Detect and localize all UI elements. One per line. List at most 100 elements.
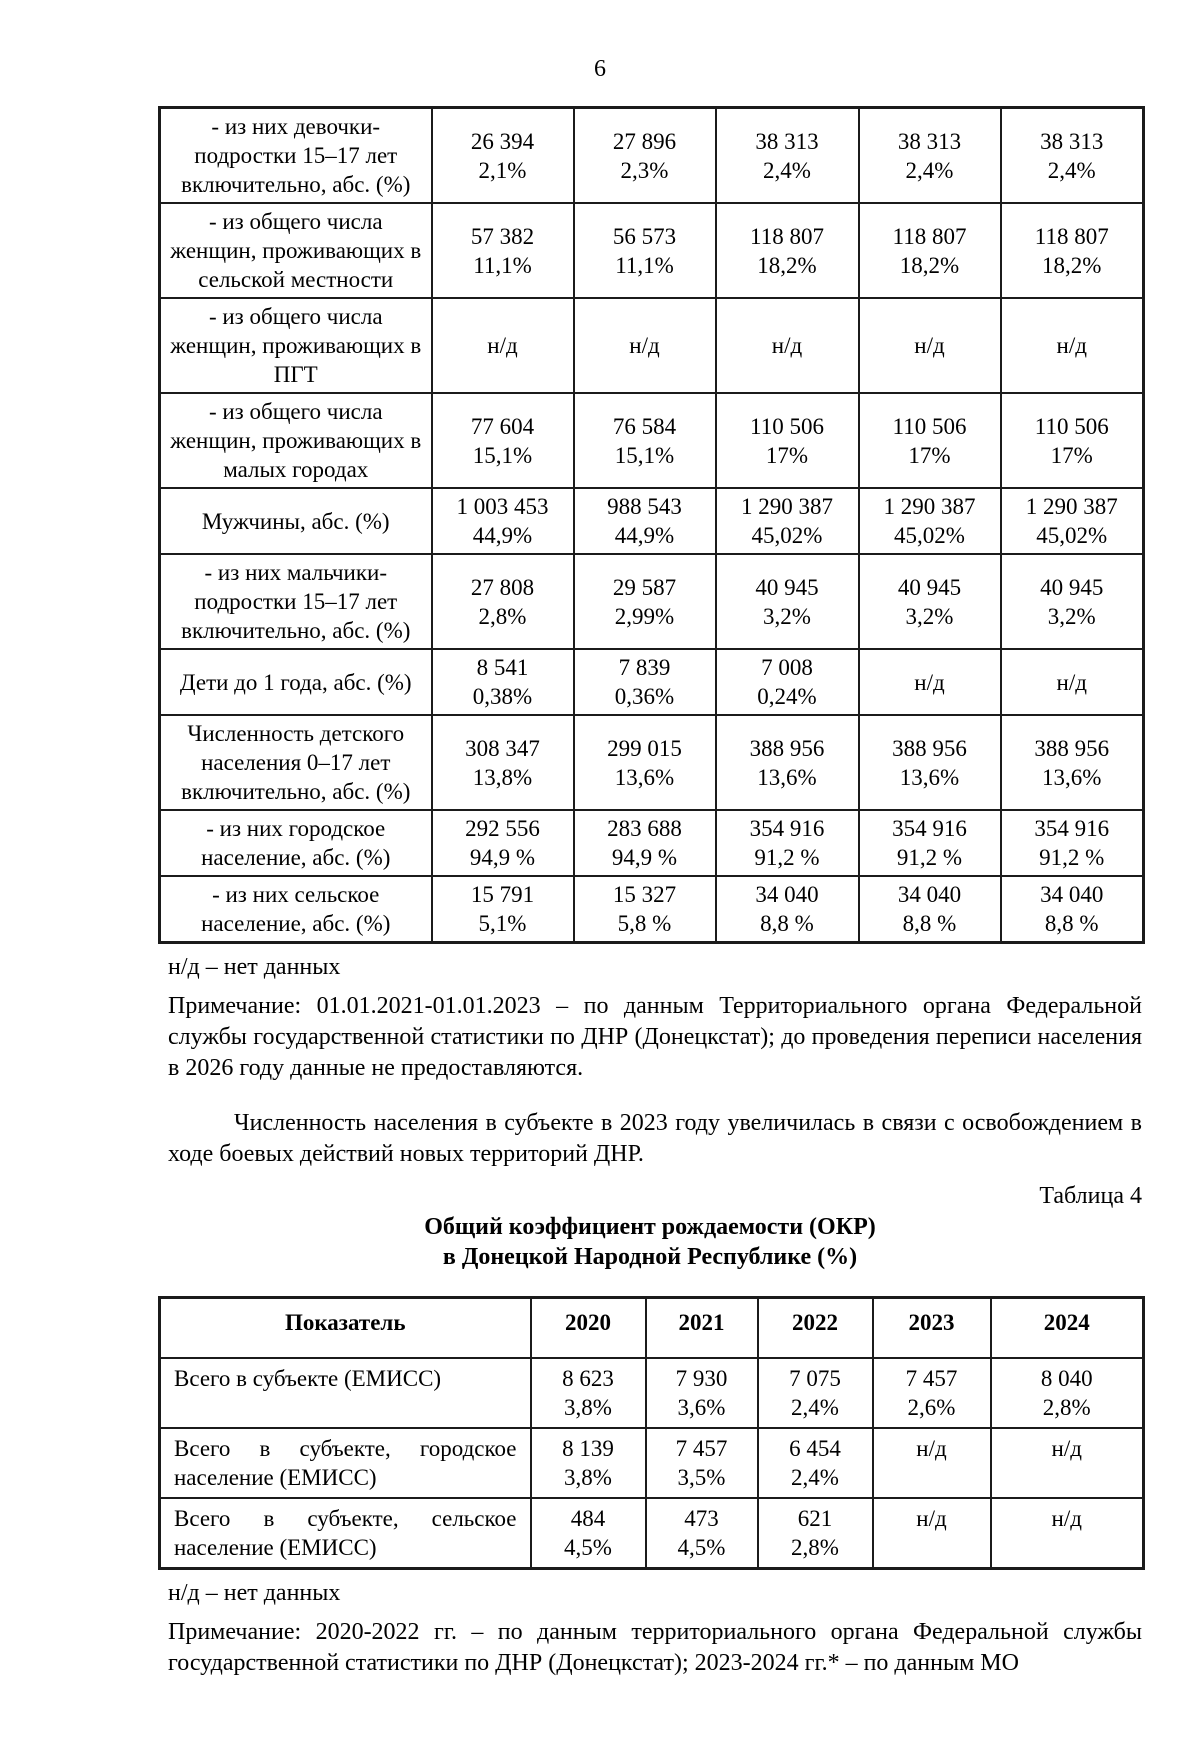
data-cell: 473 4,5% [644,1497,759,1570]
data-cell: 354 916 91,2 % [999,809,1145,877]
body-paragraph: Численность населения в субъекте в 2023 … [168,1110,1142,1167]
data-cell: 34 040 8,8 % [714,875,860,944]
data-cell: н/д [989,1427,1145,1499]
data-cell: 354 916 91,2 % [714,809,860,877]
table-row: - из них сельское население, абс. (%) 15 … [158,875,1145,944]
data-cell: 29 587 2,99% [572,553,717,650]
data-cell: 299 015 13,6% [572,714,717,811]
data-cell: 8 139 3,8% [529,1427,647,1499]
data-cell: н/д [999,648,1145,716]
data-cell: 40 945 3,2% [714,553,860,650]
table-row: Всего в субъекте (ЕМИСС) 8 623 3,8% 7 930 … [158,1357,1145,1429]
data-cell: 118 807 18,2% [714,202,860,299]
primechanie-note-1: Примечание: 01.01.2021-01.01.2023 – по д… [168,993,1142,1081]
data-cell: 27 896 2,3% [572,106,717,204]
row-label: - из них городское население, абс. (%) [158,809,433,877]
data-cell: 76 584 15,1% [572,392,717,489]
data-cell: 110 506 17% [714,392,860,489]
table-row: Дети до 1 года, абс. (%) 8 541 0,38% 7 839… [158,648,1145,716]
data-cell: 27 808 2,8% [430,553,575,650]
data-cell: н/д [857,648,1002,716]
data-cell: 1 290 387 45,02% [714,487,860,555]
table-row: Численность детского населения 0–17 лет … [158,714,1145,811]
data-cell: 57 382 11,1% [430,202,575,299]
column-header-year: 2020 [529,1296,647,1359]
data-cell: 38 313 2,4% [999,106,1145,204]
column-header-year: 2023 [871,1296,992,1359]
data-cell: 8 040 2,8% [989,1357,1145,1429]
data-cell: 77 604 15,1% [430,392,575,489]
data-cell: 308 347 13,8% [430,714,575,811]
data-cell: 118 807 18,2% [999,202,1145,299]
data-cell: 1 290 387 45,02% [999,487,1145,555]
data-cell: 292 556 94,9 % [430,809,575,877]
data-cell: 7 839 0,36% [572,648,717,716]
table-row: - из общего числа женщин, проживающих в … [158,202,1145,299]
data-cell: 988 543 44,9% [572,487,717,555]
column-header-year: 2022 [756,1296,874,1359]
data-cell: 7 008 0,24% [714,648,860,716]
table-row: - из них мальчики-подростки 15–17 лет вк… [158,553,1145,650]
data-cell: 621 2,8% [756,1497,874,1570]
data-cell: 354 916 91,2 % [857,809,1002,877]
table4-title-line2: в Донецкой Народной Республике (%) [442,1244,858,1270]
table-row: - из общего числа женщин, проживающих в … [158,392,1145,489]
table4-title-line1: Общий коэффициент рождаемости (ОКР) [424,1214,876,1240]
data-cell: н/д [989,1497,1145,1570]
row-label: Всего в субъекте, городское население (Е… [158,1427,532,1499]
row-label: Дети до 1 года, абс. (%) [158,648,433,716]
data-cell: 40 945 3,2% [857,553,1002,650]
table-row: - из них девочки-подростки 15–17 лет вкл… [158,106,1145,204]
data-cell: 1 003 453 44,9% [430,487,575,555]
column-header-year: 2021 [644,1296,759,1359]
data-cell: 26 394 2,1% [430,106,575,204]
table-row: Всего в субъекте, городское население (Е… [158,1427,1145,1499]
data-cell: н/д [572,297,717,394]
data-cell: 34 040 8,8 % [999,875,1145,944]
table-header-row: Показатель 2020 2021 2022 2023 2024 [158,1296,1145,1359]
data-cell: 40 945 3,2% [999,553,1145,650]
data-cell: 388 956 13,6% [857,714,1002,811]
table-row: - из них городское население, абс. (%) 29… [158,809,1145,877]
data-cell: н/д [871,1497,992,1570]
page-content: - из них девочки-подростки 15–17 лет вкл… [158,106,1145,1679]
data-cell: 8 623 3,8% [529,1357,647,1429]
data-cell: 283 688 94,9 % [572,809,717,877]
table-row: Всего в субъекте, сельское население (ЕМ… [158,1497,1145,1570]
row-label: Всего в субъекте (ЕМИСС) [158,1357,532,1429]
data-cell: 7 075 2,4% [756,1357,874,1429]
data-cell: 34 040 8,8 % [857,875,1002,944]
data-cell: 7 930 3,6% [644,1357,759,1429]
column-header-indicator: Показатель [158,1296,532,1359]
data-cell: 38 313 2,4% [857,106,1002,204]
data-cell: 7 457 2,6% [871,1357,992,1429]
data-cell: 110 506 17% [999,392,1145,489]
row-label: - из них сельское население, абс. (%) [158,875,433,944]
data-cell: 8 541 0,38% [430,648,575,716]
data-cell: 388 956 13,6% [714,714,860,811]
table-row: Мужчины, абс. (%) 1 003 453 44,9% 988 543 … [158,487,1145,555]
data-cell: н/д [999,297,1145,394]
table-row: - из общего числа женщин, проживающих в … [158,297,1145,394]
data-cell: 118 807 18,2% [857,202,1002,299]
data-cell: 15 327 5,8 % [572,875,717,944]
table4-caption: Таблица 4 [1039,1183,1142,1209]
data-cell: 388 956 13,6% [999,714,1145,811]
document-page: { "page": { "number": "6" }, "table1": {… [0,54,1200,1751]
primechanie-note-2: Примечание: 2020-2022 гг. – по данным те… [168,1619,1142,1676]
data-cell: н/д [714,297,860,394]
data-cell: 15 791 5,1% [430,875,575,944]
row-label: - из общего числа женщин, проживающих в … [158,297,433,394]
data-cell: н/д [857,297,1002,394]
birth-rate-table: Показатель 2020 2021 2022 2023 2024 Всего в с… [158,1296,1145,1570]
data-cell: 56 573 11,1% [572,202,717,299]
data-cell: н/д [871,1427,992,1499]
row-label: Мужчины, абс. (%) [158,487,433,555]
data-cell: 484 4,5% [529,1497,647,1570]
data-cell: 38 313 2,4% [714,106,860,204]
row-label: - из общего числа женщин, проживающих в … [158,392,433,489]
row-label: - из них девочки-подростки 15–17 лет вкл… [158,106,433,204]
data-cell: 110 506 17% [857,392,1002,489]
page-number: 6 [594,56,606,82]
data-cell: н/д [430,297,575,394]
